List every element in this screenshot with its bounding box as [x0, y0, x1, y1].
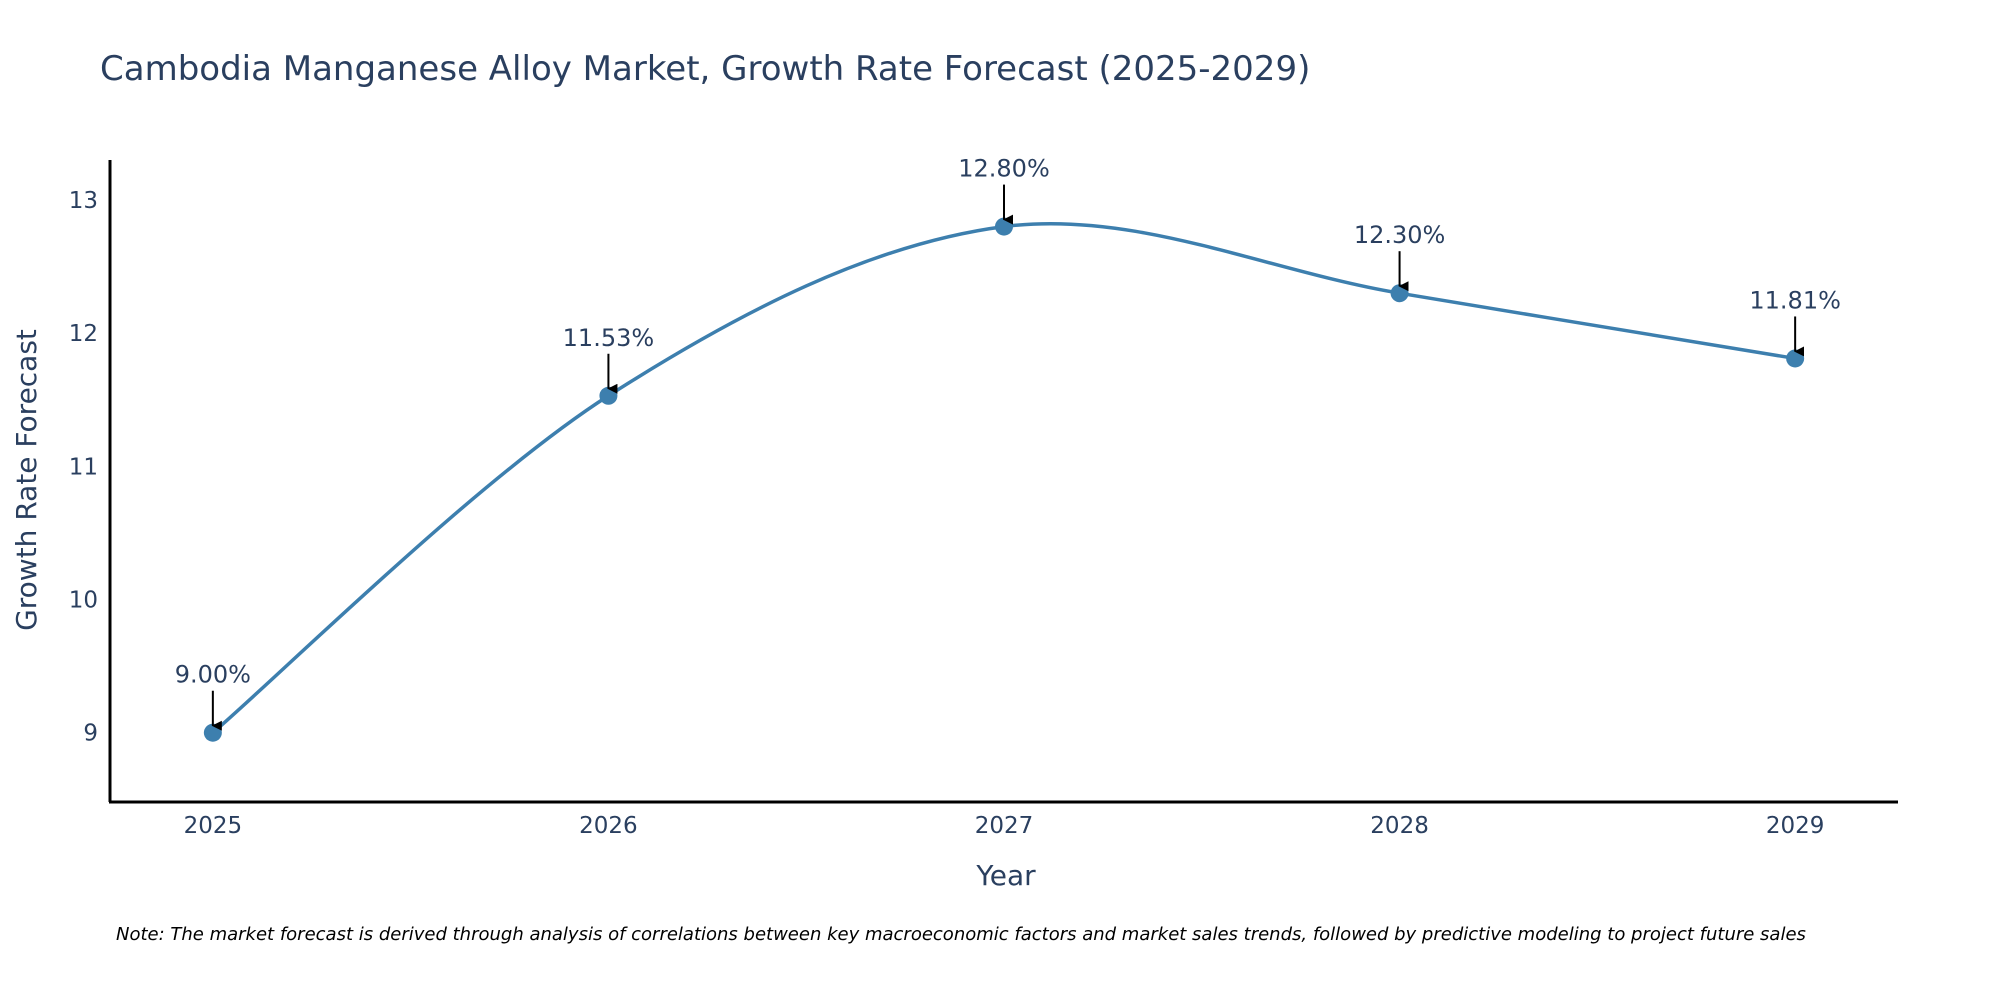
chart-note: Note: The market forecast is derived thr…	[116, 924, 1806, 945]
data-point	[599, 386, 618, 405]
data-label: 9.00%	[175, 661, 251, 689]
y-axis-title: Growth Rate Forecast	[10, 329, 43, 631]
x-tick-label: 2026	[579, 813, 638, 839]
data-label: 11.53%	[563, 324, 655, 352]
data-point	[203, 723, 222, 742]
x-tick-label: 2025	[184, 813, 243, 839]
y-tick-label: 11	[69, 454, 98, 480]
y-tick-label: 9	[83, 721, 98, 747]
y-tick-label: 12	[69, 321, 98, 347]
data-point	[995, 217, 1013, 236]
y-tick-label: 10	[69, 588, 98, 614]
chart-title: Cambodia Manganese Alloy Market, Growth …	[100, 49, 1310, 89]
data-label: 12.80%	[958, 155, 1050, 183]
x-tick-label: 2029	[1766, 813, 1825, 839]
data-label: 11.81%	[1749, 286, 1841, 314]
data-point	[1786, 349, 1805, 368]
x-axis-title: Year	[975, 859, 1036, 892]
y-tick-label: 13	[69, 188, 98, 214]
data-point	[1390, 284, 1409, 303]
series-line	[211, 222, 1796, 735]
x-tick-label: 2028	[1370, 813, 1429, 839]
x-tick-label: 2027	[975, 813, 1034, 839]
data-label: 12.30%	[1354, 221, 1446, 249]
